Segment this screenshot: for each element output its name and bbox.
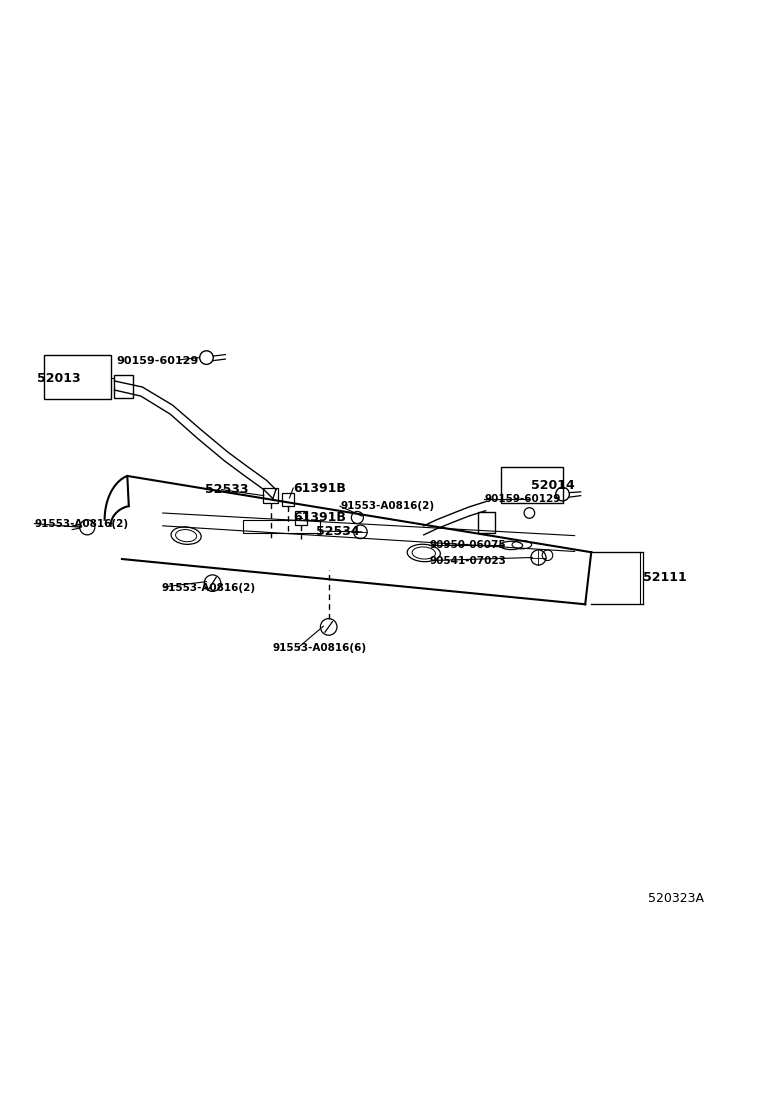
Text: 52533: 52533 bbox=[205, 483, 249, 496]
Text: 90950-06075: 90950-06075 bbox=[429, 540, 505, 550]
Text: 52013: 52013 bbox=[36, 373, 81, 385]
Text: 61391B: 61391B bbox=[293, 512, 346, 524]
Text: 90541-07023: 90541-07023 bbox=[429, 556, 506, 566]
Text: 520323A: 520323A bbox=[648, 892, 705, 904]
Text: 52111: 52111 bbox=[642, 570, 686, 584]
Text: 91553-A0816(2): 91553-A0816(2) bbox=[340, 502, 434, 512]
Text: 52534: 52534 bbox=[316, 525, 359, 537]
Text: 90159-60129: 90159-60129 bbox=[484, 495, 560, 505]
Text: 91553-A0816(2): 91553-A0816(2) bbox=[161, 584, 255, 594]
Text: 90159-60129: 90159-60129 bbox=[116, 356, 198, 366]
Text: 61391B: 61391B bbox=[293, 481, 346, 495]
Text: 52014: 52014 bbox=[531, 478, 575, 492]
Text: 91553-A0816(6): 91553-A0816(6) bbox=[273, 643, 367, 653]
Text: 91553-A0816(2): 91553-A0816(2) bbox=[34, 518, 128, 528]
